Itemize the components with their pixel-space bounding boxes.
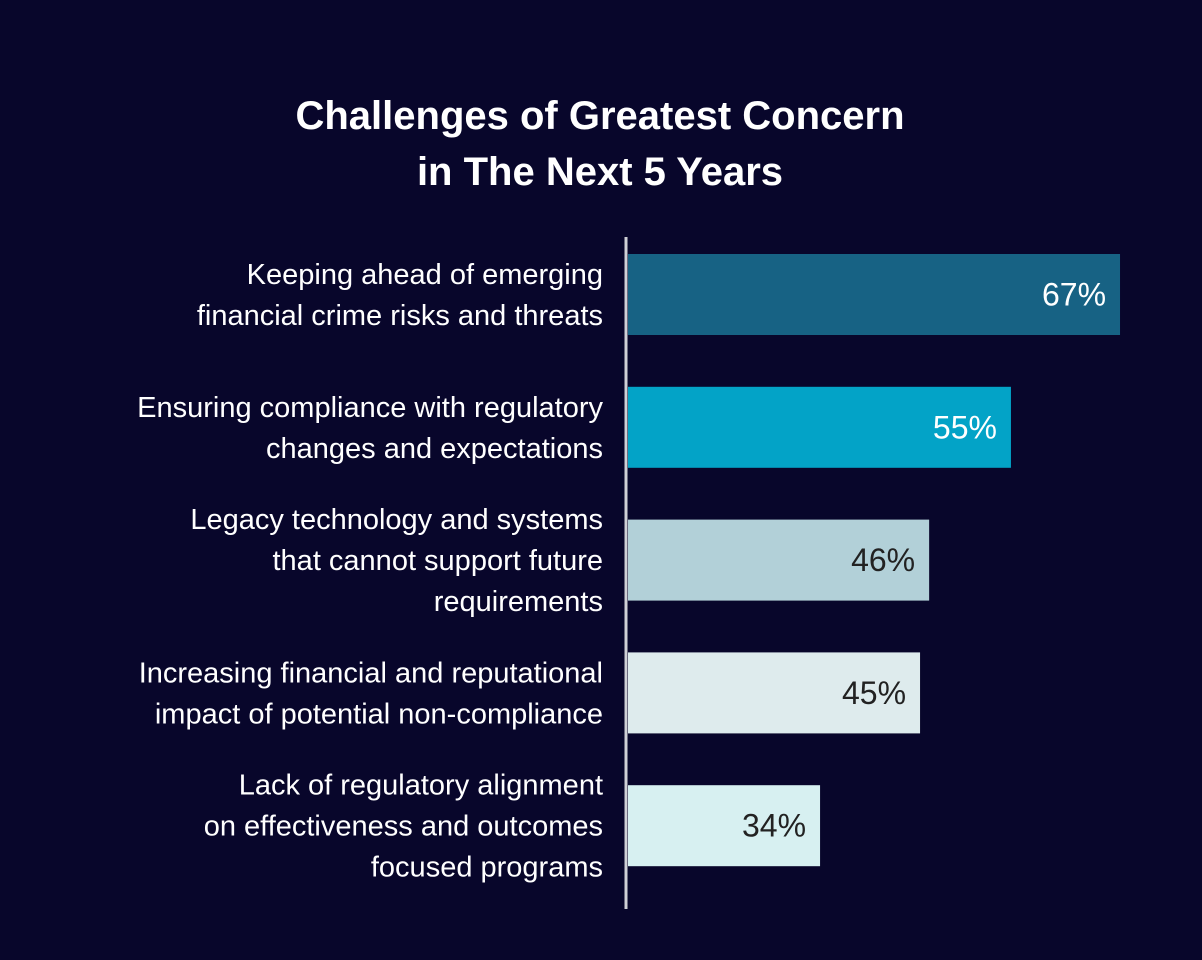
data-label-1: 67% xyxy=(1042,277,1106,313)
bar-1 xyxy=(628,254,1121,335)
data-label-2: 55% xyxy=(933,409,997,445)
data-label-3: 46% xyxy=(851,542,915,578)
data-label-4: 45% xyxy=(842,675,906,711)
category-label-3-line-1: Legacy technology and systems xyxy=(190,504,603,536)
chart-title-line-1: Challenges of Greatest Concern xyxy=(295,94,905,138)
category-label-5-line-2: on effectiveness and outcomes xyxy=(204,811,603,843)
chart-title-line-2: in The Next 5 Years xyxy=(416,150,784,194)
category-label-1-line-2: financial crime risks and threats xyxy=(197,300,603,332)
bar-5 xyxy=(628,785,821,867)
data-label-5: 34% xyxy=(742,808,806,844)
category-label-5-line-1: Lack of regulatory alignment xyxy=(239,770,603,802)
category-label-1-line-1: Keeping ahead of emerging xyxy=(247,259,603,291)
chart-title: Challenges of Greatest Concern in The Ne… xyxy=(10,88,1190,200)
category-label-5-line-3: focused programs xyxy=(371,852,603,884)
category-label-2-line-1: Ensuring compliance with regulatory xyxy=(137,392,603,424)
category-label-3-line-3: requirements xyxy=(434,586,603,618)
category-label-3-line-2: that cannot support future xyxy=(273,545,604,577)
category-label-4-line-1: Increasing financial and reputational xyxy=(139,657,603,689)
category-label-2-line-2: changes and expectations xyxy=(266,433,603,465)
bar-4 xyxy=(628,652,921,734)
bar-2 xyxy=(628,386,1011,468)
bar-3 xyxy=(628,519,930,601)
category-label-4-line-2: impact of potential non-compliance xyxy=(155,698,603,730)
